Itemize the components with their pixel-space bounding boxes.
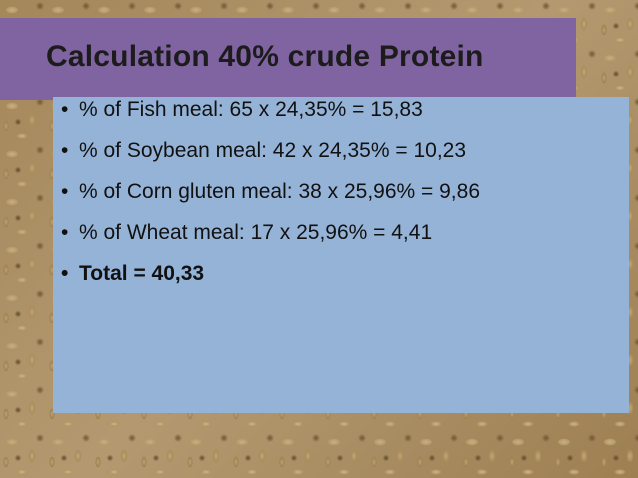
bullet-item: • % of Corn gluten meal: 38 x 25,96% = 9,…: [61, 181, 480, 202]
bullet-item-total: • Total = 40,33: [61, 263, 480, 284]
title-bar: [0, 18, 576, 100]
bullet-text: % of Wheat meal: 17 x 25,96% = 4,41: [79, 221, 433, 244]
bullet-text: % of Fish meal: 65 x 24,35% = 15,83: [79, 98, 423, 121]
bullet-list: • % of Fish meal: 65 x 24,35% = 15,83 • % …: [61, 99, 480, 304]
bullet-marker: •: [61, 221, 69, 244]
bullet-marker: •: [61, 180, 69, 203]
bullet-marker: •: [61, 98, 69, 121]
bullet-marker: •: [61, 139, 69, 162]
slide-title: Calculation 40% crude Protein: [46, 40, 484, 73]
bullet-item: • % of Soybean meal: 42 x 24,35% = 10,23: [61, 140, 480, 161]
total-text: Total = 40,33: [79, 262, 205, 285]
bullet-text: % of Corn gluten meal: 38 x 25,96% = 9,8…: [79, 180, 480, 203]
content-box: • % of Fish meal: 65 x 24,35% = 15,83 • % …: [53, 97, 629, 413]
bullet-marker: •: [61, 262, 69, 285]
bullet-item: • % of Wheat meal: 17 x 25,96% = 4,41: [61, 222, 480, 243]
bullet-text: % of Soybean meal: 42 x 24,35% = 10,23: [79, 139, 467, 162]
bullet-item: • % of Fish meal: 65 x 24,35% = 15,83: [61, 99, 480, 120]
